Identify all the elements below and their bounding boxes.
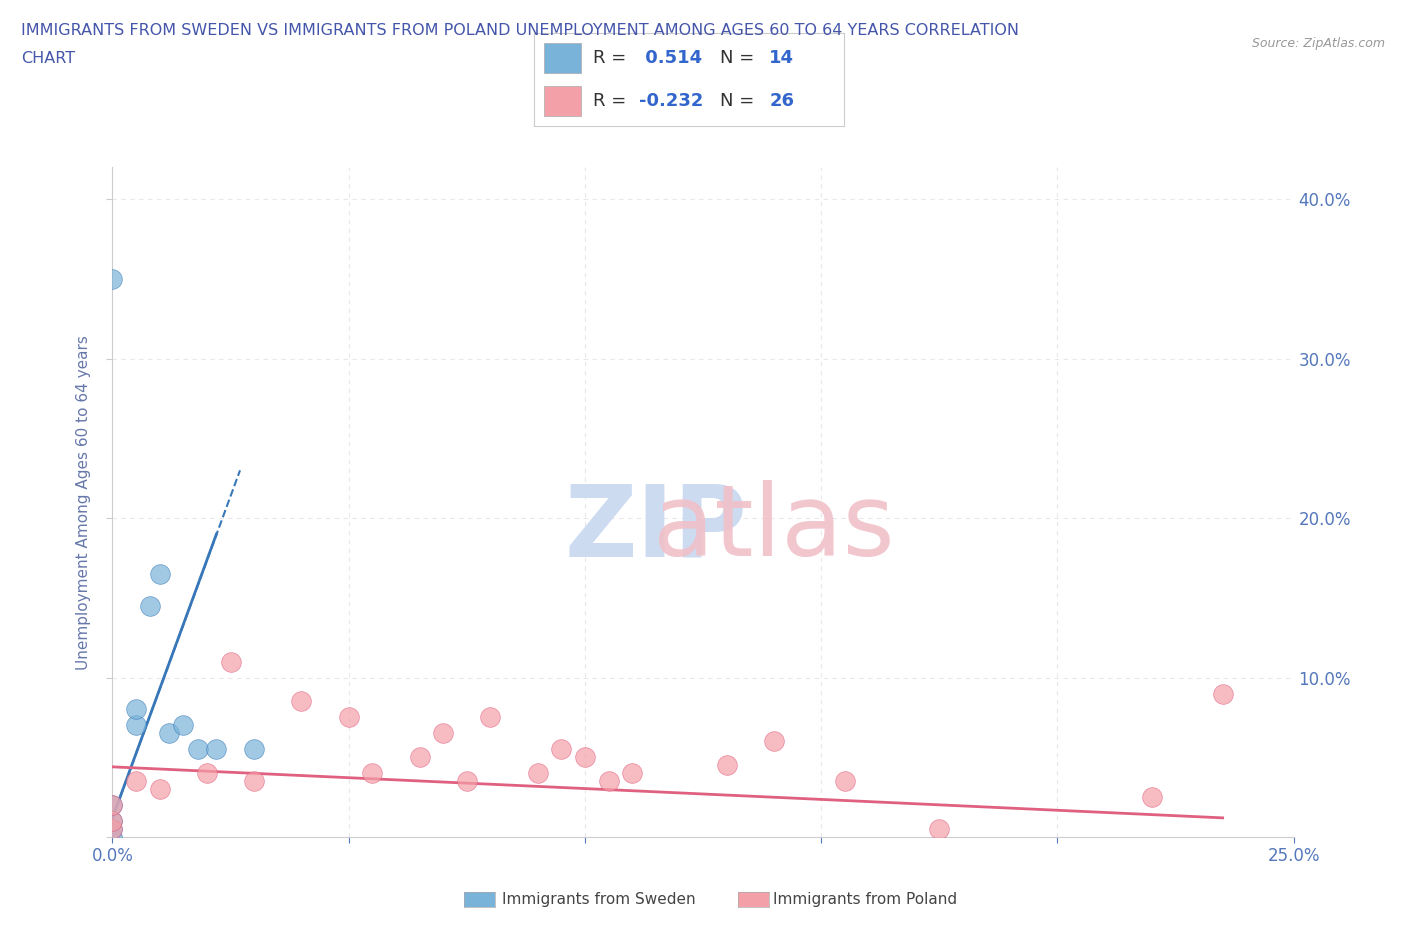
- Point: [550, 742, 572, 757]
- Point: [101, 798, 124, 813]
- Point: [139, 598, 162, 613]
- Point: [526, 765, 548, 780]
- Bar: [544, 43, 581, 73]
- Point: [101, 272, 124, 286]
- Point: [928, 821, 950, 836]
- Point: [125, 702, 148, 717]
- Point: [219, 654, 242, 669]
- Point: [479, 710, 502, 724]
- Point: [598, 774, 620, 789]
- Point: [1140, 790, 1163, 804]
- Point: [574, 750, 596, 764]
- Point: [762, 734, 785, 749]
- Text: R =: R =: [593, 48, 633, 67]
- Text: Immigrants from Sweden: Immigrants from Sweden: [502, 892, 696, 907]
- Point: [101, 798, 124, 813]
- Point: [1212, 686, 1234, 701]
- Text: N =: N =: [720, 48, 759, 67]
- Text: N =: N =: [720, 92, 759, 111]
- Bar: [544, 86, 581, 116]
- Text: 26: 26: [769, 92, 794, 111]
- Text: Source: ZipAtlas.com: Source: ZipAtlas.com: [1251, 37, 1385, 50]
- Point: [125, 774, 148, 789]
- Point: [125, 718, 148, 733]
- Text: ZIP: ZIP: [564, 481, 747, 578]
- Point: [834, 774, 856, 789]
- Point: [361, 765, 384, 780]
- Text: Immigrants from Poland: Immigrants from Poland: [773, 892, 957, 907]
- Point: [408, 750, 430, 764]
- Point: [101, 814, 124, 829]
- Point: [621, 765, 644, 780]
- Text: -0.232: -0.232: [640, 92, 704, 111]
- Text: 14: 14: [769, 48, 794, 67]
- Point: [716, 758, 738, 773]
- Point: [205, 742, 228, 757]
- Point: [172, 718, 194, 733]
- Text: atlas: atlas: [652, 481, 894, 578]
- Point: [149, 782, 172, 797]
- Text: R =: R =: [593, 92, 633, 111]
- Point: [456, 774, 478, 789]
- Point: [186, 742, 208, 757]
- Point: [101, 830, 124, 844]
- Text: IMMIGRANTS FROM SWEDEN VS IMMIGRANTS FROM POLAND UNEMPLOYMENT AMONG AGES 60 TO 6: IMMIGRANTS FROM SWEDEN VS IMMIGRANTS FRO…: [21, 23, 1019, 38]
- Point: [101, 821, 124, 836]
- Text: CHART: CHART: [21, 51, 75, 66]
- Y-axis label: Unemployment Among Ages 60 to 64 years: Unemployment Among Ages 60 to 64 years: [76, 335, 91, 670]
- Point: [290, 694, 312, 709]
- Point: [101, 814, 124, 829]
- Point: [149, 566, 172, 581]
- Point: [101, 821, 124, 836]
- Text: 0.514: 0.514: [640, 48, 703, 67]
- Point: [195, 765, 218, 780]
- Point: [432, 726, 454, 741]
- Point: [157, 726, 180, 741]
- Point: [243, 774, 266, 789]
- Point: [243, 742, 266, 757]
- Point: [337, 710, 360, 724]
